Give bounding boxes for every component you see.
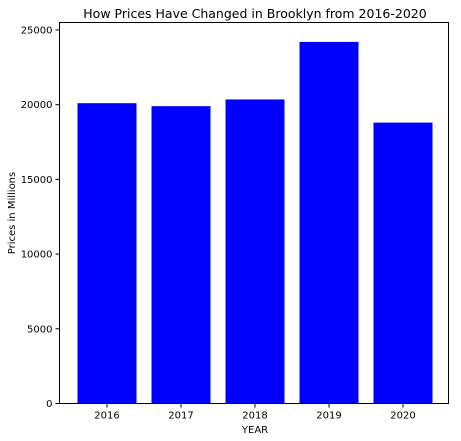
y-tick-label: 0 bbox=[46, 399, 52, 410]
bars-group bbox=[77, 41, 433, 404]
y-axis-label: Prices in Millions bbox=[7, 172, 18, 255]
x-tick-label: 2018 bbox=[242, 411, 267, 422]
x-tick-label: 2017 bbox=[168, 411, 193, 422]
chart-title: How Prices Have Changed in Brooklyn from… bbox=[83, 6, 426, 21]
y-tick-label: 5000 bbox=[27, 324, 52, 335]
bar-2020 bbox=[373, 122, 433, 404]
x-tick-label: 2019 bbox=[316, 411, 341, 422]
x-axis-label: YEAR bbox=[241, 425, 268, 436]
x-axis-ticks: 2016 2017 2018 2019 2020 bbox=[94, 403, 416, 422]
y-tick-label: 15000 bbox=[21, 175, 53, 186]
y-tick-label: 20000 bbox=[21, 100, 53, 111]
bar-2018 bbox=[225, 99, 285, 404]
bar-2019 bbox=[299, 41, 359, 404]
x-tick-label: 2016 bbox=[94, 411, 119, 422]
y-axis-ticks: 0 5000 10000 15000 20000 25000 bbox=[21, 25, 60, 410]
y-tick-label: 25000 bbox=[21, 25, 53, 36]
plot-frame bbox=[59, 22, 449, 404]
x-tick-label: 2020 bbox=[390, 411, 415, 422]
bar-2016 bbox=[77, 103, 137, 404]
y-tick-label: 10000 bbox=[21, 250, 53, 261]
bar-2017 bbox=[151, 106, 211, 404]
